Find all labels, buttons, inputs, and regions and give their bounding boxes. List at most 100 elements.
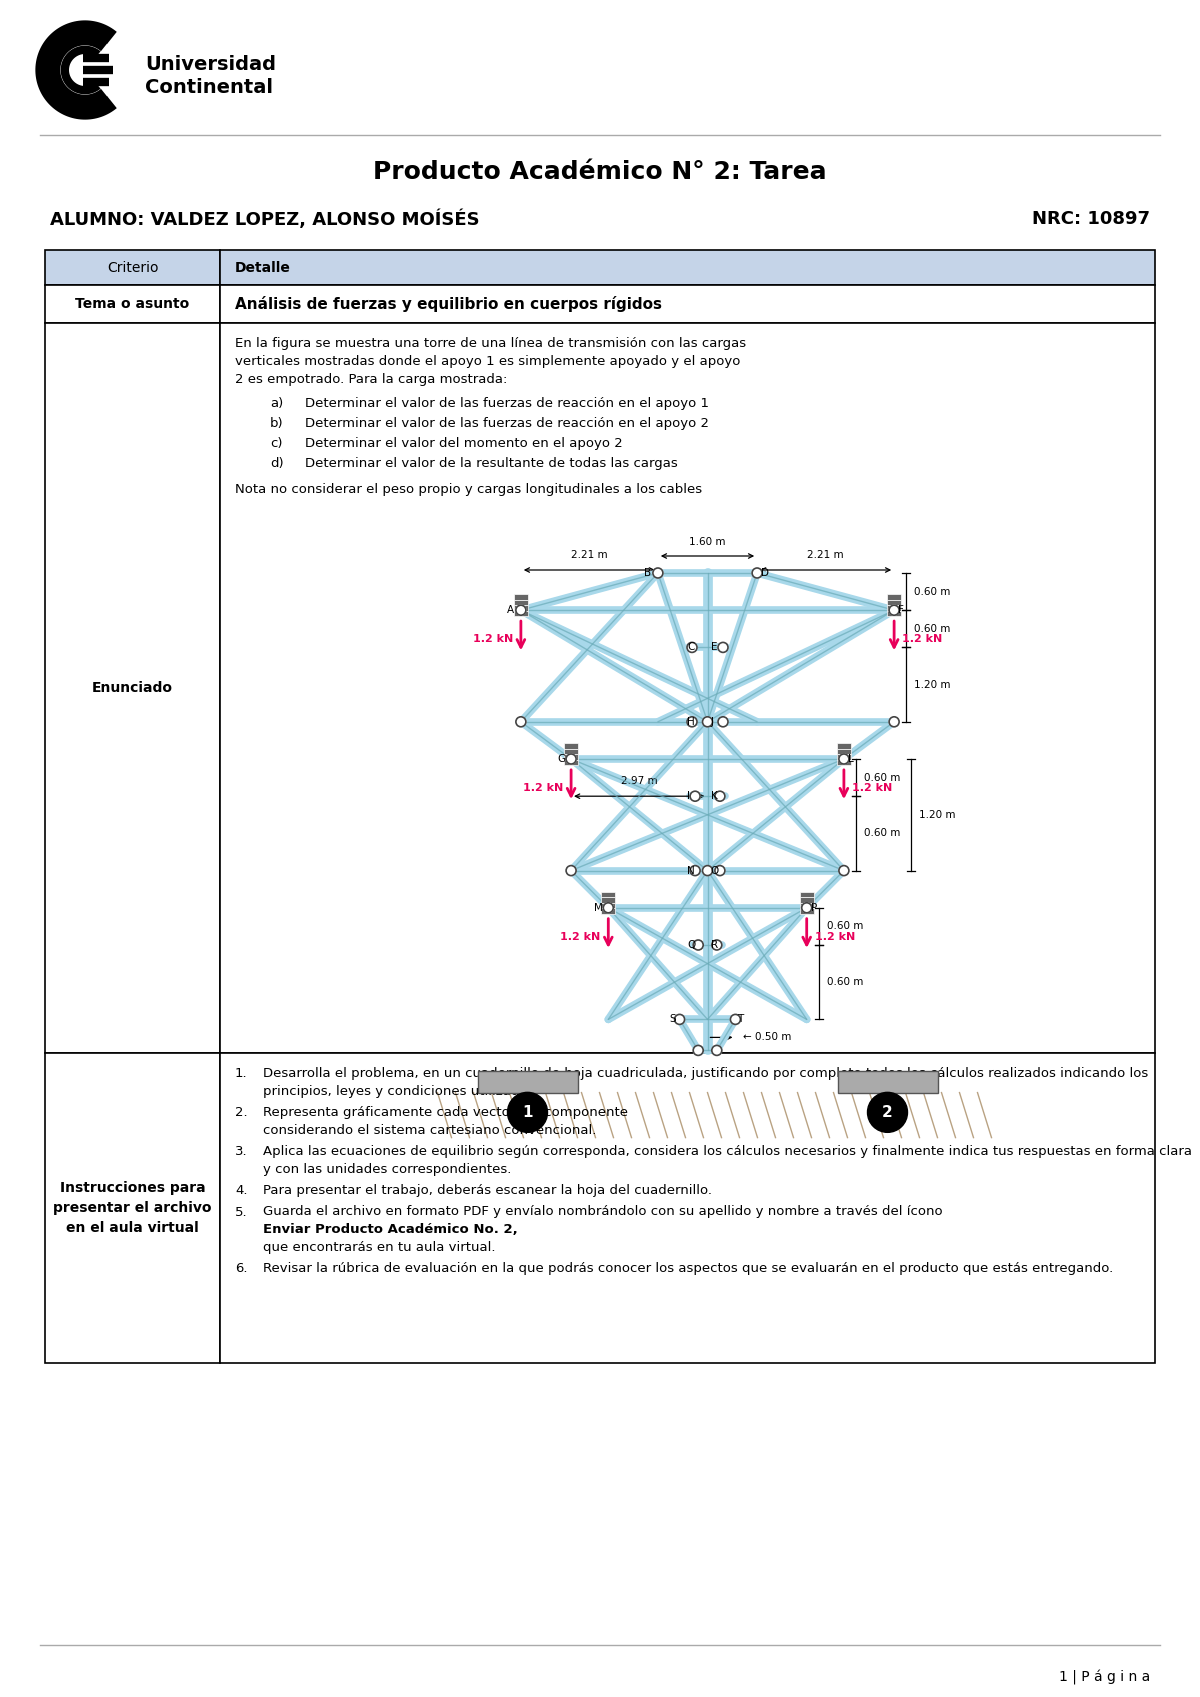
Text: Continental: Continental [145, 78, 274, 97]
Text: 0.60 m: 0.60 m [827, 921, 863, 932]
Text: N: N [686, 865, 695, 876]
Bar [46, 1054, 220, 1363]
Text: 3.: 3. [235, 1145, 247, 1157]
Bar [478, 1071, 577, 1093]
Circle shape [516, 606, 526, 616]
Text: Q: Q [686, 940, 695, 950]
Text: 2.97 m: 2.97 m [620, 776, 658, 786]
Bar [799, 893, 814, 898]
Bar [564, 743, 578, 748]
Text: Determinar el valor de la resultante de todas las cargas: Determinar el valor de la resultante de … [305, 456, 678, 470]
Text: 0.60 m: 0.60 m [827, 977, 863, 988]
Text: Para presentar el trabajo, deberás escanear la hoja del cuadernillo.: Para presentar el trabajo, deberás escan… [263, 1185, 712, 1196]
Circle shape [702, 865, 713, 876]
Text: B: B [644, 568, 652, 579]
Bar [887, 611, 901, 616]
Circle shape [868, 1093, 907, 1132]
Circle shape [702, 716, 713, 726]
Bar [564, 748, 578, 753]
Circle shape [604, 903, 613, 913]
Text: 1.2 kN: 1.2 kN [523, 782, 563, 792]
Bar [838, 1071, 937, 1093]
Text: Análisis de fuerzas y equilibrio en cuerpos rígidos: Análisis de fuerzas y equilibrio en cuer… [235, 295, 662, 312]
Bar [514, 599, 528, 606]
Text: considerando el sistema cartesiano convencional.: considerando el sistema cartesiano conve… [263, 1123, 596, 1137]
Circle shape [690, 791, 700, 801]
Bar [799, 908, 814, 913]
Text: c): c) [270, 438, 282, 450]
Bar [220, 285, 1154, 322]
Text: 1.2 kN: 1.2 kN [815, 932, 854, 942]
Text: y con las unidades correspondientes.: y con las unidades correspondientes. [263, 1162, 511, 1176]
Text: Aplica las ecuaciones de equilibrio según corresponda, considera los cálculos ne: Aplica las ecuaciones de equilibrio segú… [263, 1145, 1192, 1157]
Bar [514, 594, 528, 599]
Circle shape [674, 1015, 684, 1025]
Text: I: I [686, 791, 690, 801]
Bar [601, 903, 616, 908]
Text: Desarrolla el problema, en un cuadernillo de hoja cuadriculada, justificando por: Desarrolla el problema, en un cuadernill… [263, 1067, 1148, 1079]
Text: A: A [506, 606, 514, 616]
Text: Tema o asunto: Tema o asunto [76, 297, 190, 311]
Text: Determinar el valor del momento en el apoyo 2: Determinar el valor del momento en el ap… [305, 438, 623, 450]
Text: T: T [737, 1015, 744, 1025]
Text: en el aula virtual: en el aula virtual [66, 1222, 199, 1235]
Text: 2.: 2. [235, 1106, 247, 1118]
Circle shape [731, 1015, 740, 1025]
Text: 5.: 5. [235, 1205, 247, 1218]
Text: J: J [710, 716, 714, 726]
Text: presentar el archivo: presentar el archivo [53, 1201, 211, 1215]
Text: D: D [761, 568, 769, 579]
Text: Detalle: Detalle [235, 261, 290, 275]
Circle shape [566, 753, 576, 764]
Text: 0.60 m: 0.60 m [864, 772, 900, 782]
Circle shape [715, 865, 725, 876]
Text: 0.60 m: 0.60 m [914, 587, 950, 597]
Circle shape [508, 1093, 547, 1132]
Text: C: C [686, 643, 695, 652]
Text: 1 | P á g i n a: 1 | P á g i n a [1058, 1670, 1150, 1685]
Circle shape [839, 865, 848, 876]
Text: ALUMNO: VALDEZ LOPEZ, ALONSO MOÍSÉS: ALUMNO: VALDEZ LOPEZ, ALONSO MOÍSÉS [50, 210, 480, 229]
Bar [432, 1088, 983, 1142]
Text: 0.60 m: 0.60 m [864, 828, 900, 838]
Text: 1.20 m: 1.20 m [914, 679, 950, 689]
Circle shape [694, 1045, 703, 1056]
Text: 1.20 m: 1.20 m [919, 809, 955, 820]
Text: 1.2 kN: 1.2 kN [902, 635, 942, 645]
Circle shape [889, 606, 899, 616]
Bar [887, 594, 901, 599]
Text: Criterio: Criterio [107, 261, 158, 275]
Text: H: H [686, 716, 695, 726]
Text: 1.2 kN: 1.2 kN [473, 635, 512, 645]
Text: G: G [557, 753, 565, 764]
Bar [514, 611, 528, 616]
Text: S: S [670, 1015, 677, 1025]
Text: verticales mostradas donde el apoyo 1 es simplemente apoyado y el apoyo: verticales mostradas donde el apoyo 1 es… [235, 355, 740, 368]
Text: que encontrarás en tu aula virtual.: que encontrarás en tu aula virtual. [263, 1241, 496, 1254]
Text: F: F [898, 606, 904, 616]
Text: 2 es empotrado. Para la carga mostrada:: 2 es empotrado. Para la carga mostrada: [235, 373, 508, 385]
Text: 1.2 kN: 1.2 kN [852, 782, 892, 792]
Text: d): d) [270, 456, 283, 470]
Bar [564, 760, 578, 765]
Circle shape [686, 716, 697, 726]
Text: 1.60 m: 1.60 m [689, 536, 726, 546]
Circle shape [690, 865, 700, 876]
Circle shape [718, 716, 728, 726]
Bar [46, 285, 220, 322]
Text: Instrucciones para: Instrucciones para [60, 1181, 205, 1195]
Bar [601, 893, 616, 898]
Bar [601, 898, 616, 903]
Text: 2: 2 [882, 1105, 893, 1120]
Text: O: O [710, 865, 719, 876]
Bar [220, 1054, 1154, 1363]
Circle shape [889, 716, 899, 726]
Circle shape [516, 716, 526, 726]
Circle shape [715, 791, 725, 801]
Circle shape [712, 940, 722, 950]
Bar [601, 908, 616, 913]
Bar [836, 743, 851, 748]
Text: NRC: 10897: NRC: 10897 [1032, 210, 1150, 227]
Text: Universidad: Universidad [145, 54, 276, 75]
Text: 2.21 m: 2.21 m [808, 550, 844, 560]
